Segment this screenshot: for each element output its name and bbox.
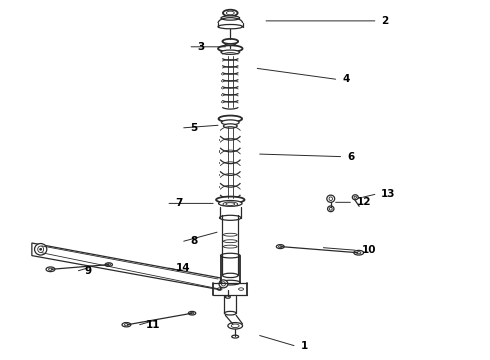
Ellipse shape xyxy=(356,252,361,254)
Ellipse shape xyxy=(327,195,335,202)
Ellipse shape xyxy=(278,246,282,248)
Ellipse shape xyxy=(220,280,240,285)
Ellipse shape xyxy=(220,215,241,220)
Text: 5: 5 xyxy=(190,123,197,133)
Ellipse shape xyxy=(222,273,238,278)
Ellipse shape xyxy=(223,10,238,16)
Text: 1: 1 xyxy=(300,341,308,351)
Ellipse shape xyxy=(228,323,243,329)
Ellipse shape xyxy=(217,288,222,290)
Ellipse shape xyxy=(122,323,131,327)
Ellipse shape xyxy=(226,203,235,206)
Ellipse shape xyxy=(40,248,42,250)
Ellipse shape xyxy=(239,288,244,290)
Ellipse shape xyxy=(46,267,55,271)
Ellipse shape xyxy=(327,206,334,212)
Ellipse shape xyxy=(329,207,332,210)
Ellipse shape xyxy=(220,253,240,258)
Ellipse shape xyxy=(218,45,243,52)
Ellipse shape xyxy=(219,201,242,206)
Ellipse shape xyxy=(222,39,238,44)
Ellipse shape xyxy=(105,263,113,266)
Ellipse shape xyxy=(124,324,128,326)
Text: 3: 3 xyxy=(197,42,205,52)
Ellipse shape xyxy=(107,264,111,266)
Text: 6: 6 xyxy=(347,152,354,162)
Text: 13: 13 xyxy=(381,189,396,199)
Text: 2: 2 xyxy=(381,16,389,26)
Ellipse shape xyxy=(221,120,239,125)
Ellipse shape xyxy=(226,11,234,15)
Text: 9: 9 xyxy=(85,266,92,276)
Ellipse shape xyxy=(354,251,364,255)
Ellipse shape xyxy=(190,312,194,314)
Ellipse shape xyxy=(223,233,237,236)
Text: 8: 8 xyxy=(190,236,197,246)
Text: 10: 10 xyxy=(362,245,376,255)
Ellipse shape xyxy=(219,116,242,122)
Text: 7: 7 xyxy=(175,198,183,208)
Ellipse shape xyxy=(223,124,237,128)
Ellipse shape xyxy=(221,16,240,20)
Ellipse shape xyxy=(218,24,243,29)
Ellipse shape xyxy=(38,246,44,253)
Ellipse shape xyxy=(329,197,332,201)
Ellipse shape xyxy=(34,243,47,255)
Ellipse shape xyxy=(225,296,230,298)
Ellipse shape xyxy=(223,245,237,248)
Text: 4: 4 xyxy=(342,74,349,84)
Text: 14: 14 xyxy=(175,263,190,273)
Ellipse shape xyxy=(223,240,237,243)
Ellipse shape xyxy=(231,324,239,328)
Text: 11: 11 xyxy=(146,320,161,330)
Ellipse shape xyxy=(49,268,52,270)
Ellipse shape xyxy=(232,335,239,338)
Ellipse shape xyxy=(354,196,357,198)
Ellipse shape xyxy=(219,280,228,288)
Ellipse shape xyxy=(188,311,196,315)
Ellipse shape xyxy=(276,245,284,248)
Ellipse shape xyxy=(224,44,236,48)
Text: 12: 12 xyxy=(357,197,371,207)
Ellipse shape xyxy=(223,202,238,206)
Ellipse shape xyxy=(224,311,236,315)
Ellipse shape xyxy=(216,197,245,203)
Ellipse shape xyxy=(221,282,225,286)
Ellipse shape xyxy=(221,50,240,54)
Ellipse shape xyxy=(352,195,358,200)
